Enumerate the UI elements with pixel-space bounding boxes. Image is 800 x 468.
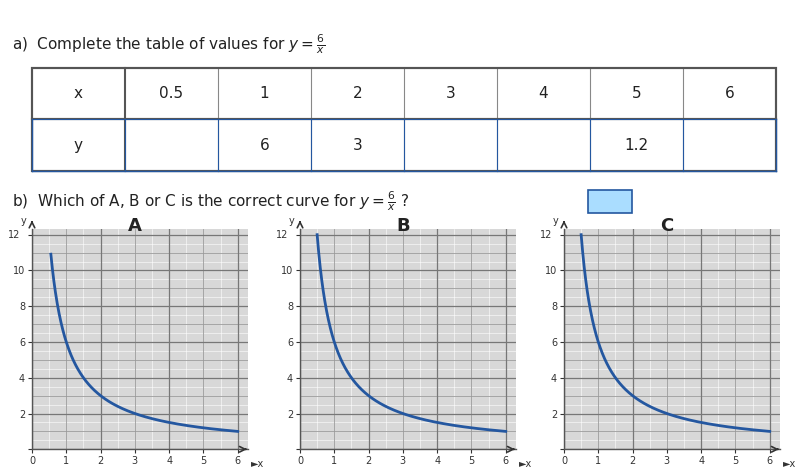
Bar <box>497 119 590 171</box>
Bar <box>404 119 497 171</box>
Bar <box>590 119 683 171</box>
Text: 12: 12 <box>276 230 288 240</box>
Text: y: y <box>289 216 294 226</box>
Text: 6: 6 <box>725 86 734 101</box>
Text: 6: 6 <box>260 138 270 153</box>
Text: 2: 2 <box>353 86 362 101</box>
Bar <box>588 190 632 213</box>
Text: 0.5: 0.5 <box>159 86 183 101</box>
Text: ►x: ►x <box>783 459 797 468</box>
Text: y: y <box>74 138 83 153</box>
Bar <box>683 119 776 171</box>
Text: ►x: ►x <box>251 459 265 468</box>
Text: b)  Which of A, B or C is the correct curve for $y = \frac{6}{x}$ ?: b) Which of A, B or C is the correct cur… <box>12 190 410 213</box>
Text: 1: 1 <box>260 86 270 101</box>
Bar <box>311 119 404 171</box>
Text: a)  Complete the table of values for $y = \frac{6}{x}$: a) Complete the table of values for $y =… <box>12 33 325 56</box>
Text: 4: 4 <box>538 86 548 101</box>
Text: y: y <box>21 216 26 226</box>
Text: B: B <box>396 217 410 235</box>
Text: 3: 3 <box>446 86 455 101</box>
Bar <box>218 119 311 171</box>
Text: 12: 12 <box>8 230 20 240</box>
Text: y: y <box>553 216 558 226</box>
Bar <box>32 68 776 171</box>
Text: 5: 5 <box>632 86 642 101</box>
Text: ►x: ►x <box>519 459 533 468</box>
Text: x: x <box>74 86 83 101</box>
Text: 3: 3 <box>353 138 362 153</box>
Text: A: A <box>128 217 142 235</box>
Text: 1.2: 1.2 <box>625 138 649 153</box>
Bar <box>125 119 218 171</box>
Text: C: C <box>660 217 674 235</box>
Bar <box>32 68 776 171</box>
Text: 12: 12 <box>540 230 552 240</box>
